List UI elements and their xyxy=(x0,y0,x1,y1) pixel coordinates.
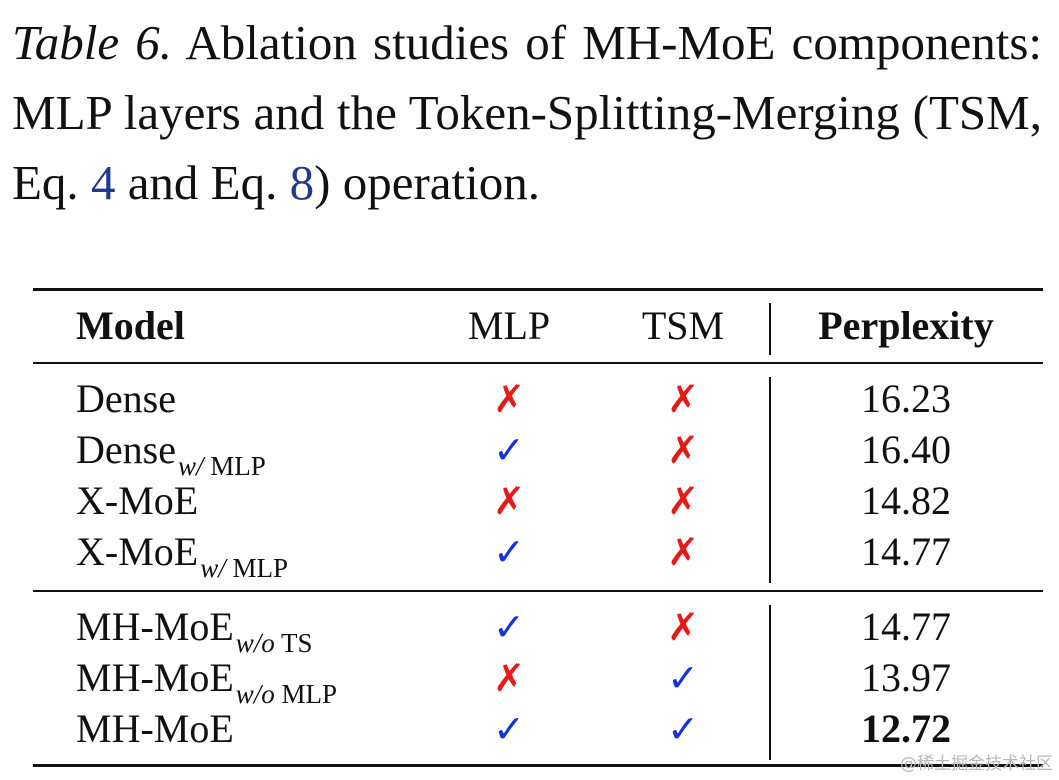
perplexity-value: 14.77 xyxy=(861,529,951,574)
perplexity-value: 14.82 xyxy=(861,478,951,523)
watermark: @稀土掘金技术社区 xyxy=(900,754,1053,774)
cross-icon: ✗ xyxy=(493,479,525,523)
cross-icon: ✗ xyxy=(667,605,699,649)
cross-icon: ✗ xyxy=(667,377,699,421)
cross-icon: ✗ xyxy=(667,530,699,574)
header-tsm: TSM xyxy=(641,303,725,348)
check-icon: ✓ xyxy=(493,428,525,472)
model-name: X-MoE xyxy=(76,478,199,523)
equation-ref-8[interactable]: 8 xyxy=(289,155,315,210)
caption-text-3: ) operation. xyxy=(314,155,540,210)
header-rule xyxy=(33,362,1043,364)
model-subscript: w/o TS xyxy=(235,628,313,658)
cross-icon: ✗ xyxy=(493,656,525,700)
perplexity-value: 12.72 xyxy=(861,706,951,751)
column-separator xyxy=(769,303,771,355)
top-rule xyxy=(33,288,1043,291)
equation-ref-4[interactable]: 4 xyxy=(90,155,116,210)
model-name: Densew/ MLP xyxy=(76,427,266,481)
model-subscript: w/ MLP xyxy=(177,451,266,481)
model-name: MH-MoE xyxy=(76,706,234,751)
group-rule xyxy=(33,590,1043,592)
model-subscript: w/ MLP xyxy=(200,553,289,583)
check-icon: ✓ xyxy=(493,707,525,751)
perplexity-value: 16.23 xyxy=(861,376,951,421)
check-icon: ✓ xyxy=(493,605,525,649)
model-name: Dense xyxy=(76,376,176,421)
header-model: Model xyxy=(76,303,185,348)
header-perplexity: Perplexity xyxy=(818,303,994,348)
column-separator xyxy=(769,605,771,760)
check-icon: ✓ xyxy=(667,707,699,751)
model-name: MH-MoEw/o TS xyxy=(76,604,313,658)
check-icon: ✓ xyxy=(493,530,525,574)
caption-label: Table 6. xyxy=(12,15,172,70)
caption-text-2: and Eq. xyxy=(115,155,290,210)
cross-icon: ✗ xyxy=(667,479,699,523)
cross-icon: ✗ xyxy=(493,377,525,421)
cross-icon: ✗ xyxy=(667,428,699,472)
perplexity-value: 16.40 xyxy=(861,427,951,472)
column-separator xyxy=(769,377,771,583)
check-icon: ✓ xyxy=(667,656,699,700)
table-caption: Table 6. Ablation studies of MH-MoE comp… xyxy=(12,8,1042,218)
perplexity-value: 13.97 xyxy=(861,655,951,700)
model-name: X-MoEw/ MLP xyxy=(76,529,289,583)
model-subscript: w/o MLP xyxy=(235,679,338,709)
header-mlp: MLP xyxy=(467,303,551,348)
perplexity-value: 14.77 xyxy=(861,604,951,649)
caption-text-1: Ablation studies of MH-MoE components: M… xyxy=(12,15,1042,210)
model-name: MH-MoEw/o MLP xyxy=(76,655,338,709)
bottom-rule xyxy=(33,764,1043,767)
